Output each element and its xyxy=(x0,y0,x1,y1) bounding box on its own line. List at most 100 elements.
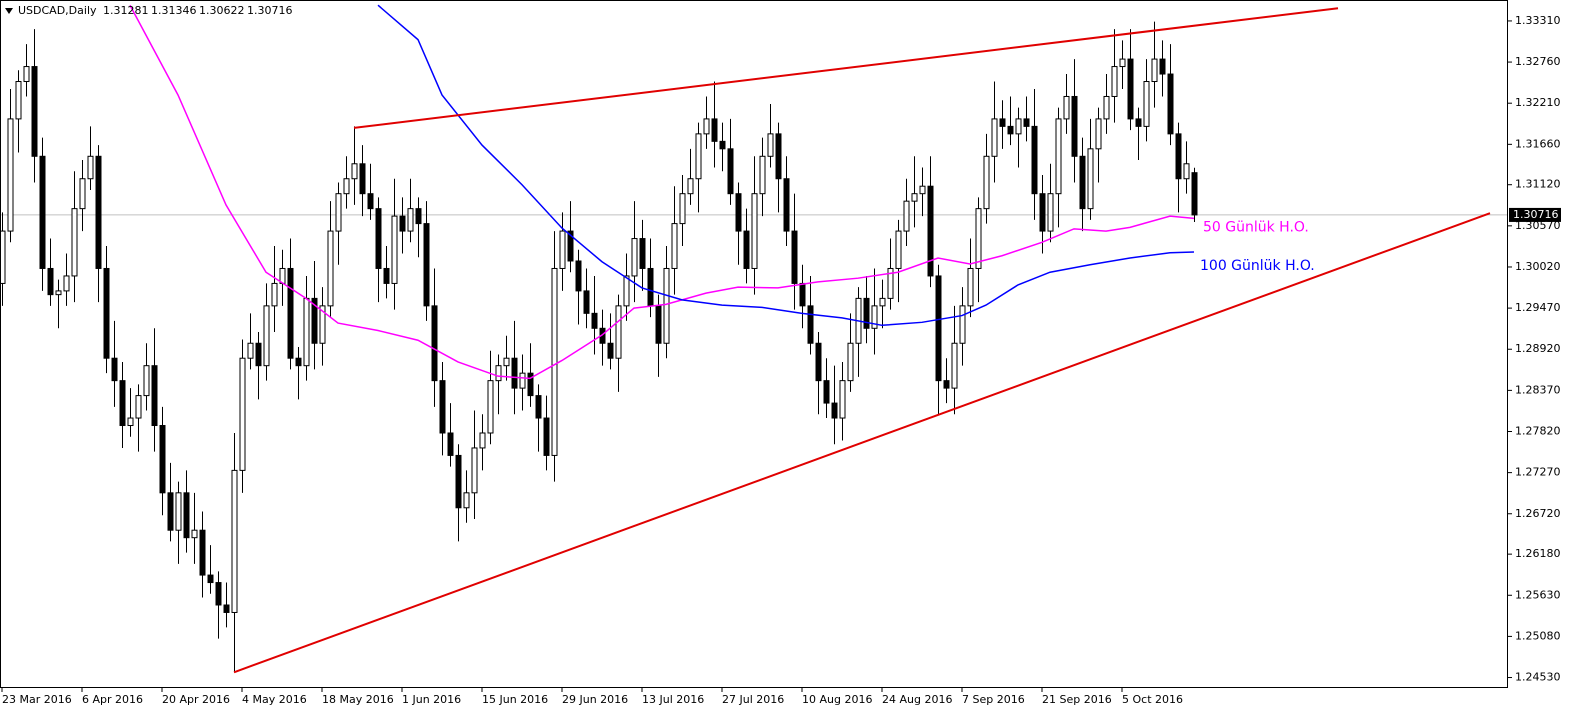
candle-body xyxy=(1183,163,1190,180)
candle-body xyxy=(631,238,638,277)
candle-body xyxy=(695,133,702,180)
candle-body xyxy=(959,305,966,344)
header-close: 1.30716 xyxy=(247,4,293,17)
candle-body xyxy=(967,267,974,307)
candle-body xyxy=(671,223,678,269)
candle-body xyxy=(623,275,630,307)
moving-average-line xyxy=(377,4,1195,327)
trend-line xyxy=(353,7,1339,129)
candle-body xyxy=(759,155,766,195)
candle-body xyxy=(1047,193,1054,232)
candle-body xyxy=(1159,58,1166,75)
candle-body xyxy=(815,342,822,382)
x-tick-label: 6 Apr 2016 xyxy=(82,693,143,706)
candle-body xyxy=(895,230,902,269)
candle-body xyxy=(1079,155,1086,210)
candle-body xyxy=(607,342,614,359)
candle-body xyxy=(719,140,726,150)
moving-average-label: 100 Günlük H.O. xyxy=(1200,258,1315,274)
candle-body xyxy=(1031,125,1038,195)
y-tick-label: 1.28920 xyxy=(1515,342,1561,355)
candle-body xyxy=(1,230,6,284)
candle-body xyxy=(223,604,230,613)
candle-body xyxy=(647,267,654,307)
y-tick-label: 1.29470 xyxy=(1515,301,1561,314)
candle-body xyxy=(727,148,734,195)
candle-body xyxy=(879,297,886,307)
y-tick-label: 1.25080 xyxy=(1515,629,1561,642)
x-tick-label: 23 Mar 2016 xyxy=(2,693,72,706)
candle-body xyxy=(655,305,662,344)
candle-body xyxy=(1119,58,1126,68)
candle-body xyxy=(255,342,262,367)
candle-body xyxy=(503,357,510,367)
candle-body xyxy=(447,432,454,456)
candle-body xyxy=(903,200,910,232)
x-tick-label: 29 Jun 2016 xyxy=(562,693,628,706)
y-tick-label: 1.31120 xyxy=(1515,178,1561,191)
candle-body xyxy=(415,208,422,225)
candle-body xyxy=(383,267,390,284)
candle-body xyxy=(1127,58,1134,120)
candle-body xyxy=(823,380,830,404)
candle-body xyxy=(247,342,254,359)
candle-body xyxy=(943,380,950,389)
candle-body xyxy=(23,66,30,83)
candle-body xyxy=(303,297,310,367)
candle-body xyxy=(135,395,142,419)
candle-body xyxy=(15,81,22,120)
candle-body xyxy=(591,312,598,329)
candle-body xyxy=(1175,133,1182,180)
candle-body xyxy=(159,425,166,494)
moving-average-label: 50 Günlük H.O. xyxy=(1203,219,1309,235)
candle-body xyxy=(143,365,150,397)
candle-body xyxy=(207,574,214,584)
candle-body xyxy=(199,529,206,576)
candle-body xyxy=(375,208,382,269)
x-tick-label: 7 Sep 2016 xyxy=(962,693,1025,706)
x-tick-label: 15 Jun 2016 xyxy=(482,693,548,706)
y-tick-label: 1.31660 xyxy=(1515,137,1561,150)
candle-body xyxy=(319,305,326,344)
x-tick-label: 13 Jul 2016 xyxy=(642,693,704,706)
x-tick-label: 10 Aug 2016 xyxy=(802,693,872,706)
candle-body xyxy=(431,305,438,382)
candle-body xyxy=(183,492,190,539)
candle-body xyxy=(87,155,94,180)
header-high: 1.31346 xyxy=(151,4,197,17)
candle-body xyxy=(335,193,342,232)
y-tick-label: 1.27820 xyxy=(1515,424,1561,437)
candle-body xyxy=(535,395,542,419)
candle-body xyxy=(871,305,878,329)
candle-body xyxy=(407,208,414,232)
x-tick-label: 24 Aug 2016 xyxy=(882,693,952,706)
candle-body xyxy=(151,365,158,427)
candle-body xyxy=(935,275,942,382)
candle-body xyxy=(543,417,550,456)
symbol-title: USDCAD,Daily xyxy=(18,4,97,17)
y-tick-label: 1.26180 xyxy=(1515,547,1561,560)
candle-body xyxy=(711,118,718,142)
candle-body xyxy=(807,305,814,344)
plot-area xyxy=(1,4,1507,674)
candle-body xyxy=(919,185,926,195)
y-tick-label: 1.32210 xyxy=(1515,96,1561,109)
candle-body xyxy=(1151,58,1158,83)
candle-body xyxy=(887,267,894,299)
candle-body xyxy=(1087,148,1094,210)
candle-body xyxy=(47,267,54,296)
price-tag-label: 1.30716 xyxy=(1513,208,1559,221)
candle-body xyxy=(455,454,462,509)
candle-body xyxy=(127,417,134,427)
candle-body xyxy=(583,290,590,314)
candle-body xyxy=(831,402,838,419)
candle-body xyxy=(975,208,982,269)
candle-body xyxy=(927,185,934,277)
y-tick-label: 1.25630 xyxy=(1515,588,1561,601)
header-open: 1.31281 xyxy=(103,4,149,17)
candle-body xyxy=(439,380,446,434)
candle-body xyxy=(775,133,782,180)
candle-body xyxy=(511,357,518,389)
header-low: 1.30622 xyxy=(199,4,245,17)
